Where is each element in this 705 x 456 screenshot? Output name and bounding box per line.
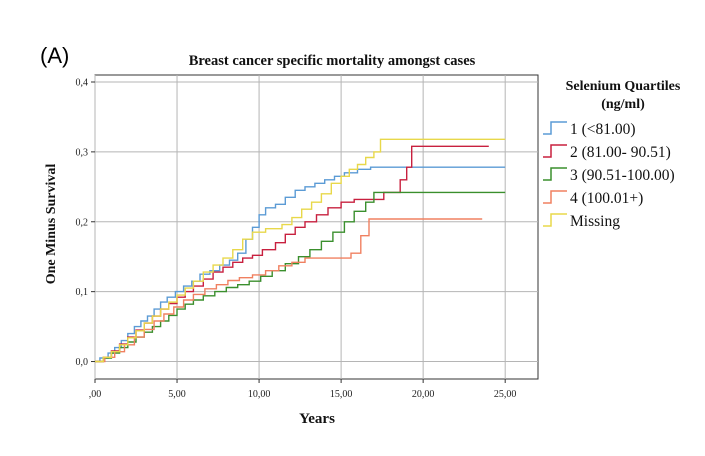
- x-axis-label: Years: [299, 411, 335, 427]
- x-tick-label: ,00: [89, 389, 102, 400]
- legend: Selenium Quartiles (ng/ml) 1 (<81.00) 2 (…: [543, 79, 681, 230]
- grid-lines: [94, 75, 538, 379]
- x-tick-label: 10,00: [248, 389, 271, 400]
- survival-curves: [95, 138, 506, 363]
- plot-area-frame: [94, 74, 539, 380]
- x-tick-label: 15,00: [330, 389, 353, 400]
- panel-label: (A): [40, 43, 69, 68]
- legend-swatch-3: [543, 167, 567, 181]
- legend-label-5: Missing: [570, 213, 620, 230]
- y-axis-ticks: 0,0 0,1 0,2 0,3 0,4: [76, 77, 95, 368]
- x-tick-label: 20,00: [412, 389, 435, 400]
- legend-label-3: 3 (90.51-100.00): [570, 167, 675, 184]
- legend-label-4: 4 (100.01+): [570, 190, 643, 207]
- legend-swatch-4: [543, 190, 567, 204]
- series-line-3: [95, 191, 506, 363]
- x-tick-label: 25,00: [494, 389, 517, 400]
- legend-swatch-1: [543, 121, 567, 135]
- x-tick-label: 5,00: [168, 389, 186, 400]
- legend-swatch-2: [543, 144, 567, 158]
- series-line-1: [95, 166, 506, 363]
- series-line-5: [95, 138, 506, 363]
- y-tick-label: 0,0: [76, 357, 89, 368]
- x-axis-ticks: ,00 5,00 10,00 15,00 20,00 25,00: [89, 379, 517, 400]
- chart-title: Breast cancer specific mortality amongst…: [189, 53, 476, 69]
- legend-swatch-5: [543, 213, 567, 227]
- y-tick-label: 0,4: [76, 77, 89, 88]
- y-tick-label: 0,2: [76, 217, 89, 228]
- legend-title: Selenium Quartiles: [566, 79, 681, 94]
- legend-subtitle: (ng/ml): [601, 97, 645, 112]
- series-line-4: [95, 218, 483, 363]
- legend-label-1: 1 (<81.00): [570, 121, 636, 138]
- y-tick-label: 0,1: [76, 287, 89, 298]
- y-tick-label: 0,3: [76, 147, 89, 158]
- y-axis-label: One Minus Survival: [44, 164, 59, 285]
- legend-label-2: 2 (81.00- 90.51): [570, 144, 671, 161]
